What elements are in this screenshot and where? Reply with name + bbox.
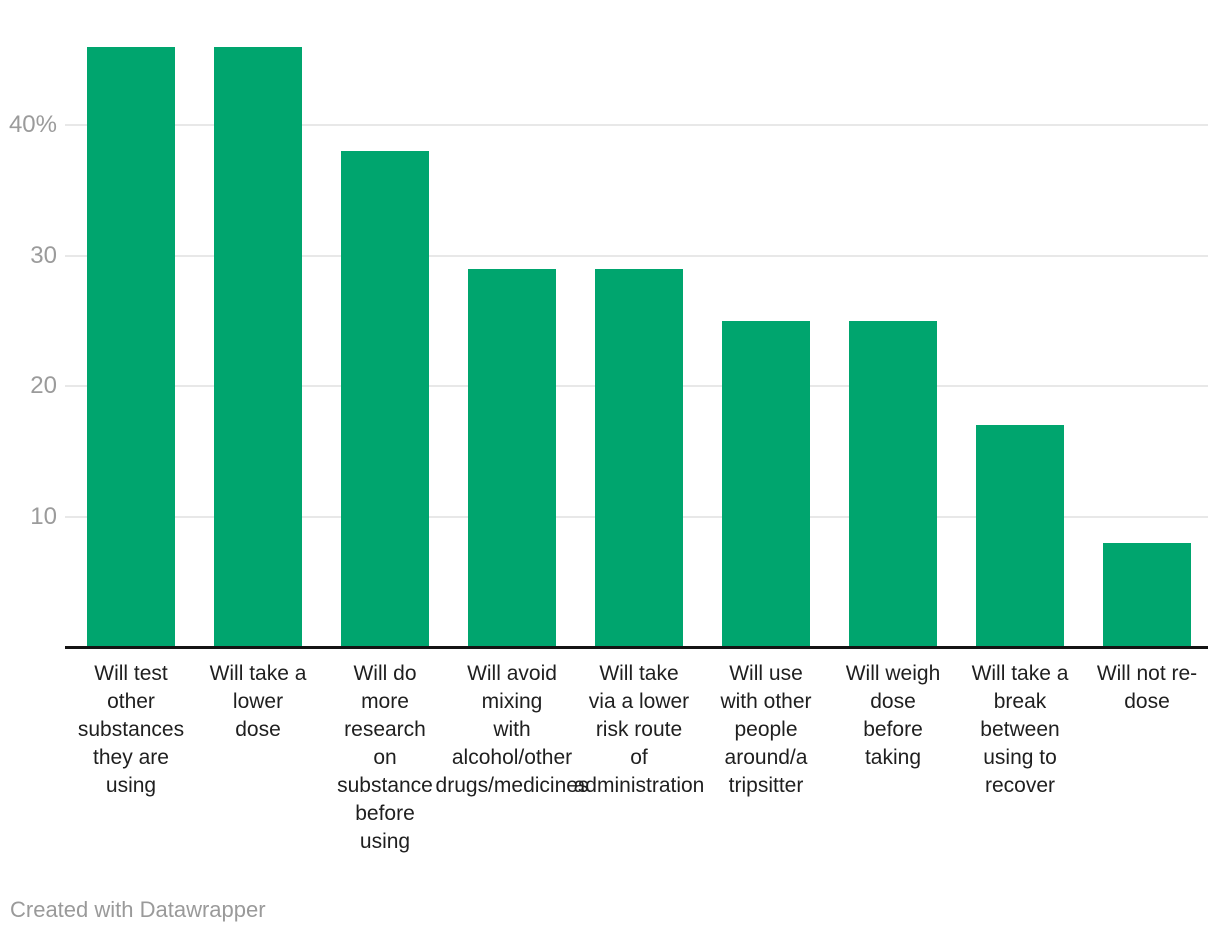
- category-label-line: Will avoid: [467, 662, 557, 685]
- category-label-line: administration: [573, 774, 705, 797]
- category-label-line: Will not re-: [1096, 662, 1198, 685]
- category-label-9: Will not re-dose: [947, 660, 1220, 716]
- gridline-40: [65, 124, 1208, 126]
- bar-9[interactable]: [1103, 543, 1191, 649]
- category-label-line: Will take a: [971, 662, 1069, 685]
- category-label-2: Will take a lower dose: [58, 660, 458, 744]
- category-label-line: between: [980, 718, 1060, 741]
- y-tick-label-30: 30: [30, 242, 57, 269]
- category-label-line: around/a: [724, 746, 808, 769]
- category-label-line: using: [105, 774, 157, 797]
- category-label-3: Will do more research on substance before usin…: [185, 660, 585, 856]
- category-label-line: Will use: [729, 662, 803, 685]
- category-label-line: lower: [232, 690, 284, 713]
- category-label-line: alcohol/other: [451, 746, 573, 769]
- category-label-line: before: [355, 802, 415, 825]
- category-label-line: dose: [235, 718, 281, 741]
- bar-6[interactable]: [722, 321, 810, 649]
- category-label-5: Will take via a lower risk route of administ…: [439, 660, 839, 800]
- gridline-30: [65, 255, 1208, 257]
- category-label-line: Will weigh: [845, 662, 941, 685]
- y-tick-label-10: 10: [30, 503, 57, 530]
- category-label-line: dose: [1124, 690, 1170, 713]
- category-label-line: Will do: [353, 662, 417, 685]
- datawrapper-credit-link[interactable]: Created with Datawrapper: [10, 897, 266, 922]
- category-label-line: with other: [720, 690, 812, 713]
- category-label-line: substance: [337, 774, 433, 797]
- category-label-line: Will take: [599, 662, 679, 685]
- bar-8[interactable]: [976, 425, 1064, 649]
- category-label-line: of: [630, 746, 648, 769]
- category-label-line: taking: [864, 746, 922, 769]
- bar-1[interactable]: [87, 47, 175, 649]
- bar-7[interactable]: [849, 321, 937, 649]
- category-label-line: with: [493, 718, 531, 741]
- category-label-line: Will take a: [209, 662, 307, 685]
- category-label-8: Will take a break between using to recover: [820, 660, 1220, 800]
- category-label-6: Will use with other people around/a tripsitt…: [566, 660, 966, 800]
- category-label-line: other: [107, 690, 155, 713]
- category-label-line: people: [734, 718, 798, 741]
- bar-4[interactable]: [468, 269, 556, 649]
- category-label-line: they are: [93, 746, 169, 769]
- category-label-line: more: [361, 690, 409, 713]
- category-label-line: mixing: [481, 690, 543, 713]
- category-label-1: Will test other substances they are using: [0, 660, 331, 800]
- category-label-line: recover: [984, 774, 1056, 797]
- category-label-line: using: [359, 830, 411, 853]
- category-label-line: Will test: [94, 662, 168, 685]
- bar-3[interactable]: [341, 151, 429, 649]
- category-label-line: substances: [77, 718, 185, 741]
- category-label-line: research: [344, 718, 426, 741]
- y-tick-label-20: 20: [30, 372, 57, 399]
- category-label-7: Will weigh dose before taking: [693, 660, 1093, 772]
- category-label-line: using to: [983, 746, 1057, 769]
- category-label-4: Will avoid mixing with alcohol/other drugs/m…: [312, 660, 712, 800]
- category-label-line: risk route: [595, 718, 683, 741]
- category-label-line: dose: [870, 690, 916, 713]
- x-axis-line: [65, 646, 1208, 649]
- bar-5[interactable]: [595, 269, 683, 649]
- category-label-line: via a lower: [588, 690, 690, 713]
- category-label-line: before: [863, 718, 923, 741]
- category-label-line: drugs/medicines: [435, 774, 589, 797]
- category-label-line: tripsitter: [728, 774, 804, 797]
- y-tick-label-40: 40%: [8, 111, 57, 138]
- bar-2[interactable]: [214, 47, 302, 649]
- category-label-line: on: [373, 746, 397, 769]
- category-label-line: break: [993, 690, 1047, 713]
